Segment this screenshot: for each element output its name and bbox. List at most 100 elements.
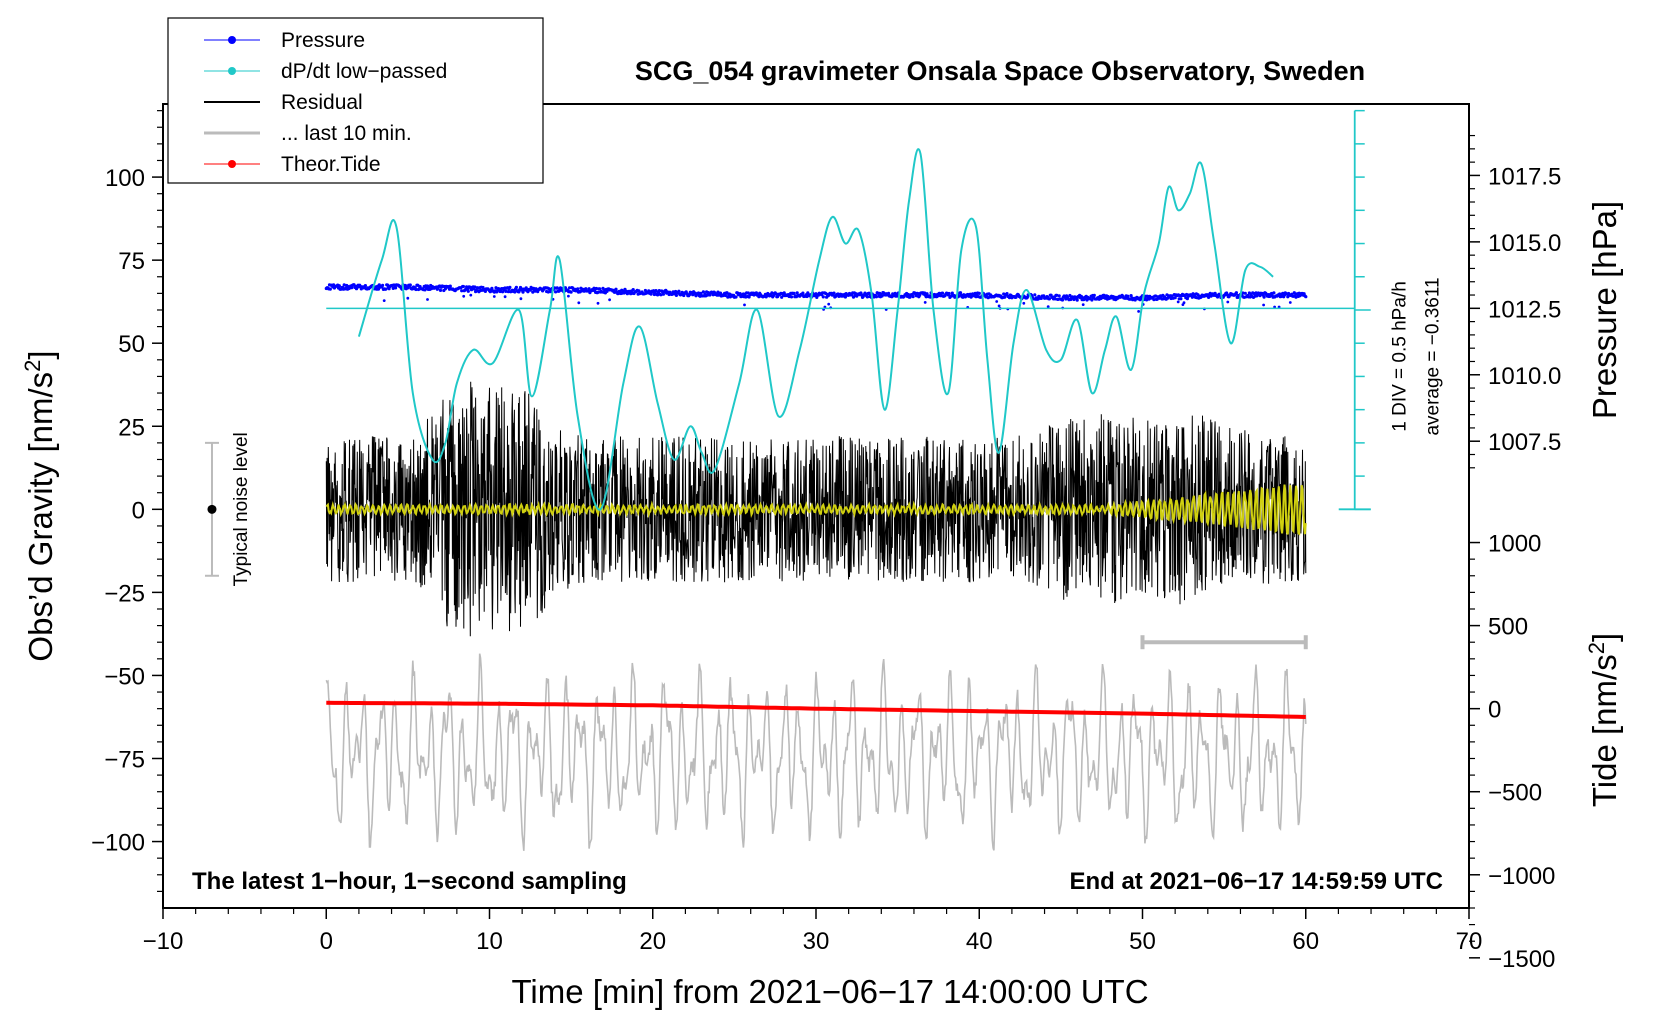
x-tick-label: 50	[1129, 928, 1156, 955]
pressure-point	[1155, 297, 1159, 301]
pressure-point	[815, 295, 819, 299]
series-dpdt	[357, 148, 1274, 511]
pressure-point	[506, 290, 510, 294]
y-axis-tide-label: Tide [nm/s2]	[1584, 633, 1623, 807]
pressure-point	[596, 290, 600, 294]
pressure-point	[385, 283, 390, 287]
y-axis-tide-label-sup: 2	[1584, 642, 1609, 654]
legend: Pressure dP/dt low−passed Residual ... last…	[167, 17, 544, 184]
pressure-point	[546, 290, 550, 294]
pressure-point	[394, 286, 398, 290]
legend-label: Residual	[281, 91, 363, 114]
pressure-point	[795, 291, 799, 295]
pressure-point	[880, 294, 884, 298]
pressure-point	[832, 291, 836, 295]
y-tick-label: −100	[91, 830, 145, 857]
x-tick-label: 30	[803, 928, 830, 955]
pressure-point	[923, 301, 927, 304]
pressure-point	[1126, 294, 1130, 298]
pressure-point	[1288, 301, 1292, 304]
annotation-latest-hour: The latest 1−hour, 1−second sampling	[192, 868, 627, 895]
pressure-point	[723, 293, 728, 298]
pressure-point	[594, 286, 599, 291]
pressure-point	[1176, 300, 1180, 304]
x-tick-label: 60	[1292, 928, 1319, 955]
pressure-point	[887, 291, 891, 295]
series-residual	[325, 381, 1307, 637]
pressure-point	[469, 288, 474, 292]
x-axis: −10 0 10 20 30 40 50 60 70	[143, 908, 1482, 955]
y-tick-label: 0	[132, 497, 145, 524]
pressure-point	[911, 295, 915, 299]
pressure-point	[696, 291, 701, 295]
pressure-point	[821, 295, 825, 299]
y-tick-label: −25	[104, 580, 145, 607]
y-axis-pressure-label: Pressure [hPa]	[1586, 201, 1623, 419]
legend-marker	[228, 36, 236, 44]
pressure-point	[503, 295, 507, 299]
pressure-point	[614, 287, 618, 291]
pressure-tick-label: 1017.5	[1488, 163, 1561, 190]
y-axis-left-label-sup: 2	[20, 360, 45, 372]
pressure-point	[1179, 297, 1183, 301]
pressure-point	[475, 286, 479, 290]
pressure-point	[743, 303, 746, 307]
pressure-point	[1243, 291, 1247, 295]
pressure-point	[406, 296, 410, 300]
pressure-point	[596, 301, 600, 305]
pressure-point	[363, 284, 367, 288]
y-tick-label: −50	[104, 663, 145, 690]
pressure-point	[1241, 291, 1245, 295]
y-axis-pressure: 1017.5 1015.0 1012.5 1010.0 1007.5	[1469, 134, 1561, 469]
pressure-point	[1055, 293, 1059, 297]
pressure-point	[1292, 291, 1296, 295]
pressure-point	[504, 289, 508, 293]
pressure-point	[508, 285, 512, 289]
pressure-point	[1046, 305, 1050, 309]
pressure-point	[524, 286, 528, 290]
pressure-tick-label: 1007.5	[1488, 429, 1561, 456]
pressure-point	[577, 301, 581, 305]
pressure-point	[1092, 293, 1096, 297]
pressure-point	[416, 287, 421, 292]
pressure-point	[806, 291, 810, 295]
tide-tick-label: −1000	[1488, 863, 1555, 890]
pressure-point	[718, 291, 723, 295]
tide-tick-label: −1500	[1488, 946, 1555, 973]
pressure-point	[906, 292, 910, 297]
pressure-point	[801, 291, 805, 295]
pressure-point	[1068, 293, 1072, 298]
pressure-point	[381, 283, 385, 287]
pressure-point	[699, 291, 703, 295]
pressure-point	[1137, 310, 1140, 313]
tide-tick-label: −500	[1488, 780, 1542, 807]
annotation-end-time: End at 2021−06−17 14:59:59 UTC	[1069, 868, 1443, 895]
y-tick-label: 75	[118, 248, 145, 275]
residual-line	[325, 381, 1307, 637]
pressure-point	[843, 295, 848, 299]
pressure-point	[1272, 291, 1276, 295]
pressure-point	[414, 287, 418, 292]
pressure-point	[631, 288, 635, 292]
pressure-point	[350, 286, 354, 290]
pressure-point	[567, 294, 570, 298]
pressure-point	[426, 298, 429, 301]
pressure-point	[701, 290, 706, 294]
pressure-point	[652, 292, 657, 297]
pressure-point	[483, 289, 487, 293]
pressure-point	[1152, 298, 1156, 302]
pressure-point	[466, 289, 470, 293]
chart-title: SCG_054 gravimeter Onsala Space Observat…	[635, 56, 1365, 86]
pressure-point	[770, 291, 774, 295]
pressure-point	[789, 295, 794, 299]
pressure-point	[1075, 298, 1079, 302]
pressure-point	[1047, 297, 1051, 301]
y-axis-tide: 1000 500 0 −500 −1000 −1500	[1469, 531, 1555, 973]
pressure-point	[1262, 295, 1266, 299]
pressure-point	[792, 291, 796, 295]
last-10-min-line	[325, 653, 1307, 851]
x-tick-label: 20	[639, 928, 666, 955]
x-tick-label: −10	[143, 928, 184, 955]
pressure-point	[1207, 295, 1211, 299]
y-tick-label: 100	[105, 165, 145, 192]
